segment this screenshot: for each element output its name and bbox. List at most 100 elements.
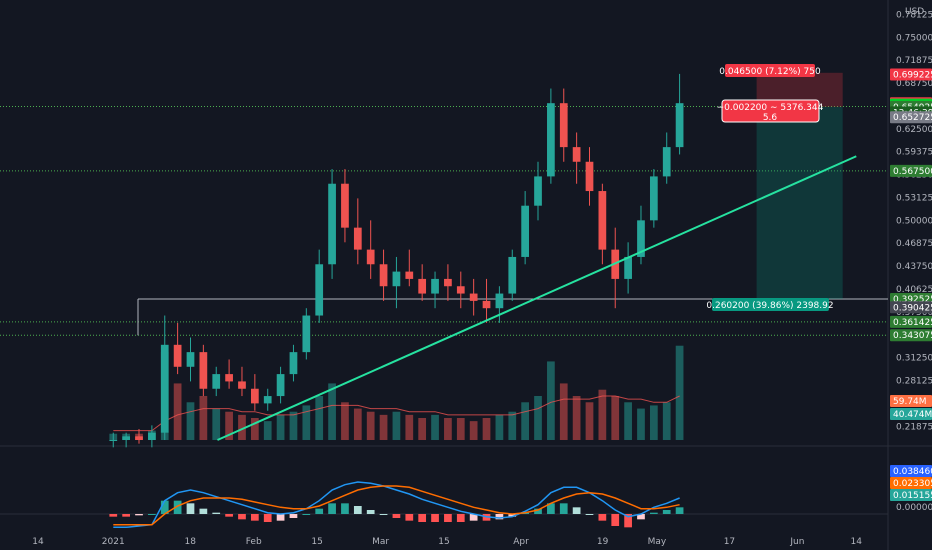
position-tool[interactable]: 0.046500 (7.12%) 750 −0.002200 ∼ 5376.344… [706,64,843,311]
macd-histogram-bar [456,514,465,522]
price-tag-bg [890,301,932,314]
macd-histogram-bar [675,507,684,514]
macd-axis[interactable]: 0.038460 0.023305 0.015155 0.000000 [890,465,932,513]
price-axis[interactable]: 0.7812500.7500000.7187500.6875000.656250… [890,10,932,432]
time-tick-label: 14 [32,537,44,547]
candle-body [585,161,594,192]
price-tag: 0.652725 [893,113,932,123]
volume-bar [392,411,401,440]
macd-histogram-bar [341,503,349,514]
candle-body [379,264,388,287]
macd-histogram-bar [148,514,156,515]
volume-bar [225,411,233,440]
candle-body [649,176,658,221]
macd-histogram-bar [585,514,594,515]
price-tag: 0.390425 [893,303,932,313]
candle-body [341,183,349,228]
price-tag-bg [890,164,932,177]
volume-bar [250,418,259,440]
time-tick-label: 18 [185,537,197,547]
macd-tag-bg [890,465,932,477]
time-tick-label: May [648,537,667,547]
volume-bar [456,418,465,440]
candle-body [675,103,684,148]
horizontal-levels[interactable] [0,105,888,336]
volume-bar [559,383,568,440]
candle-body [199,352,208,389]
currency-label: USD [905,7,924,17]
macd-histogram-bar [405,514,414,521]
stop-label-bg [725,64,815,77]
volume-bar [315,396,324,440]
macd-histogram-bar [559,503,568,514]
volume-bar [186,402,195,440]
candle-body [521,205,530,257]
macd-histogram-bar [353,506,362,514]
macd-panel[interactable] [0,481,888,529]
macd-histogram-bar [598,514,607,521]
price-tag-bg [890,329,932,342]
macd-histogram-bar [289,514,298,518]
trendline[interactable] [217,155,857,441]
macd-histogram-bar [379,514,388,515]
candles[interactable] [109,73,684,448]
macd-histogram-bar [637,514,645,520]
candle-body [263,396,272,404]
time-tick-label: Jun [789,537,804,547]
volume-bar [637,408,645,440]
volume-bar [444,418,452,440]
candle-body [135,436,143,440]
time-tick-label: 17 [724,537,735,547]
price-tag-bg [890,315,932,328]
time-tick-label: Apr [513,537,529,547]
volume-bar [572,396,581,440]
time-tick-label: Mar [372,537,389,547]
candle-body [444,278,452,287]
price-tag: 0.699225 [893,70,932,80]
candle-body [482,300,491,309]
time-tick-label: 14 [851,537,863,547]
volume-bar [328,383,336,440]
time-axis[interactable]: 14 2021 18 Feb 15 Mar 15 Apr 19 May 17 Jun 14 [32,537,862,547]
volume-bar [431,414,439,440]
candle-body [495,293,504,309]
macd-histogram-bar [160,500,169,514]
price-tag-bg [890,111,932,124]
macd-histogram-bar [444,514,452,522]
volume-bar [353,408,362,440]
volume-bar [521,402,530,440]
time-tick-label: Feb [246,537,262,547]
macd-tag-bg [890,489,932,501]
target-zone [756,106,843,300]
candle-body [534,176,542,206]
volume-bar [611,396,620,440]
macd-histogram-bar [547,503,555,514]
volume-bar [675,345,684,440]
price-tag-bg [890,395,932,407]
macd-histogram-bar [328,503,336,514]
volume-bar [173,383,182,440]
macd-histogram-bar [238,514,246,520]
macd-histogram-bar [276,514,285,521]
macd-histogram-bar [135,514,143,516]
macd-tag-bg [890,477,932,489]
price-tag: 0.361425 [893,318,932,328]
price-tag: 0.567500 [893,167,932,177]
candle-body [225,374,233,382]
time-tick-label: 15 [311,537,322,547]
price-tag: 59.74M [893,397,927,407]
macd-histogram-bar [212,512,221,514]
volume-bar [598,389,607,440]
macd-histogram-bar [122,514,130,517]
volume-bar [624,402,632,440]
volume-bar [199,396,208,440]
candle-body [431,278,439,294]
macd-histogram-bar [611,514,620,526]
price-tag: 0.392525 [893,295,932,305]
